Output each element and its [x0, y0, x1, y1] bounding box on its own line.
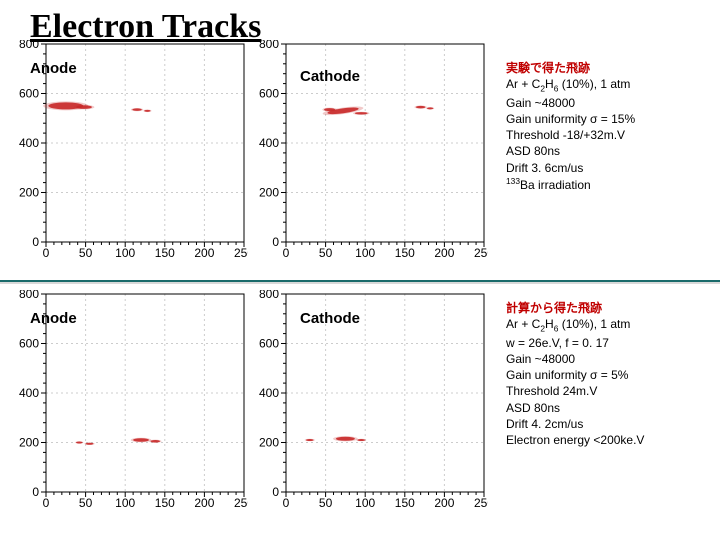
svg-text:250: 250: [474, 246, 488, 260]
svg-text:150: 150: [395, 496, 415, 510]
plot-cathode_exp: 0 50 100 150 200 250 0 200 400 600 800: [258, 40, 488, 260]
svg-text:50: 50: [79, 246, 93, 260]
svg-text:0: 0: [43, 496, 50, 510]
svg-text:200: 200: [434, 496, 454, 510]
svg-text:600: 600: [19, 87, 39, 101]
plot-label-anode_exp: Anode: [30, 60, 77, 77]
plot-label-anode_calc: Anode: [30, 310, 77, 327]
svg-text:0: 0: [32, 235, 39, 249]
svg-text:400: 400: [259, 386, 279, 400]
sidebar-line-1-1: w = 26e.V, f = 0. 17: [506, 335, 644, 351]
plot-label-cathode_calc: Cathode: [300, 310, 360, 327]
svg-text:250: 250: [234, 246, 248, 260]
svg-text:800: 800: [259, 290, 279, 301]
svg-text:400: 400: [19, 136, 39, 150]
sidebar-line-0-6: 133Ba irradiation: [506, 176, 635, 193]
svg-text:200: 200: [259, 436, 279, 450]
svg-text:50: 50: [79, 496, 93, 510]
svg-text:0: 0: [283, 246, 290, 260]
svg-text:250: 250: [474, 496, 488, 510]
svg-text:200: 200: [19, 436, 39, 450]
sidebar-line-1-4: Threshold 24m.V: [506, 383, 644, 399]
sidebar-line-0-5: Drift 3. 6cm/us: [506, 160, 635, 176]
sidebar-line-1-3: Gain uniformity σ = 5%: [506, 367, 644, 383]
svg-text:0: 0: [32, 485, 39, 499]
sidebar-line-1-7: Electron energy <200ke.V: [506, 432, 644, 448]
svg-text:0: 0: [272, 485, 279, 499]
svg-text:250: 250: [234, 496, 248, 510]
svg-text:100: 100: [355, 246, 375, 260]
sidebar-1: 計算から得た飛跡Ar + C2H6 (10%), 1 atmw = 26e.V,…: [506, 300, 644, 448]
svg-text:200: 200: [194, 496, 214, 510]
svg-text:800: 800: [19, 290, 39, 301]
sidebar-line-1-6: Drift 4. 2cm/us: [506, 416, 644, 432]
sidebar-line-1-0: Ar + C2H6 (10%), 1 atm: [506, 316, 644, 335]
svg-text:0: 0: [43, 246, 50, 260]
sidebar-line-0-0: Ar + C2H6 (10%), 1 atm: [506, 76, 635, 95]
svg-text:600: 600: [19, 337, 39, 351]
svg-text:50: 50: [319, 246, 333, 260]
sidebar-line-0-2: Gain uniformity σ = 15%: [506, 111, 635, 127]
svg-text:50: 50: [319, 496, 333, 510]
sidebar-heading-0: 実験で得た飛跡: [506, 60, 635, 76]
sidebar-line-1-2: Gain ~48000: [506, 351, 644, 367]
svg-text:100: 100: [115, 246, 135, 260]
svg-text:600: 600: [259, 87, 279, 101]
svg-text:100: 100: [355, 496, 375, 510]
svg-text:200: 200: [434, 246, 454, 260]
section-divider: [0, 280, 720, 284]
svg-text:0: 0: [272, 235, 279, 249]
svg-text:150: 150: [155, 246, 175, 260]
svg-text:800: 800: [259, 40, 279, 51]
svg-text:150: 150: [155, 496, 175, 510]
sidebar-0: 実験で得た飛跡Ar + C2H6 (10%), 1 atmGain ~48000…: [506, 60, 635, 193]
svg-text:600: 600: [259, 337, 279, 351]
svg-text:200: 200: [259, 186, 279, 200]
svg-text:800: 800: [19, 40, 39, 51]
svg-text:0: 0: [283, 496, 290, 510]
sidebar-line-0-3: Threshold -18/+32m.V: [506, 127, 635, 143]
sidebar-heading-1: 計算から得た飛跡: [506, 300, 644, 316]
sidebar-line-1-5: ASD 80ns: [506, 400, 644, 416]
plot-cathode_calc: 0 50 100 150 200 250 0 200 400 600 800: [258, 290, 488, 510]
svg-text:150: 150: [395, 246, 415, 260]
plot-label-cathode_exp: Cathode: [300, 68, 360, 85]
svg-text:400: 400: [259, 136, 279, 150]
svg-text:400: 400: [19, 386, 39, 400]
sidebar-line-0-1: Gain ~48000: [506, 95, 635, 111]
sidebar-line-0-4: ASD 80ns: [506, 143, 635, 159]
svg-text:200: 200: [194, 246, 214, 260]
svg-text:200: 200: [19, 186, 39, 200]
svg-text:100: 100: [115, 496, 135, 510]
